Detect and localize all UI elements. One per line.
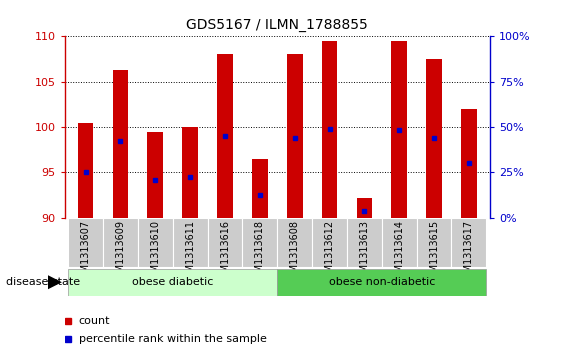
Text: obese non-diabetic: obese non-diabetic xyxy=(329,277,435,287)
Bar xyxy=(382,218,417,267)
Bar xyxy=(312,218,347,267)
Bar xyxy=(103,218,138,267)
Bar xyxy=(356,198,372,218)
Bar xyxy=(173,218,208,267)
Text: percentile rank within the sample: percentile rank within the sample xyxy=(79,334,267,344)
Bar xyxy=(217,54,233,218)
Text: disease state: disease state xyxy=(6,277,80,287)
Bar xyxy=(287,54,302,218)
Text: GSM1313613: GSM1313613 xyxy=(359,220,369,285)
Bar xyxy=(347,218,382,267)
Bar xyxy=(208,218,243,267)
Bar xyxy=(452,218,486,267)
Bar xyxy=(68,269,278,296)
Text: GSM1313609: GSM1313609 xyxy=(115,220,126,285)
Text: GSM1313611: GSM1313611 xyxy=(185,220,195,285)
Bar xyxy=(252,159,267,218)
Text: GSM1313615: GSM1313615 xyxy=(429,220,439,285)
Bar xyxy=(461,109,477,218)
Bar xyxy=(138,218,173,267)
Bar xyxy=(321,41,337,218)
Bar xyxy=(68,218,103,267)
Title: GDS5167 / ILMN_1788855: GDS5167 / ILMN_1788855 xyxy=(186,19,368,33)
Text: GSM1313614: GSM1313614 xyxy=(394,220,404,285)
Text: GSM1313610: GSM1313610 xyxy=(150,220,160,285)
Text: GSM1313618: GSM1313618 xyxy=(255,220,265,285)
Text: GSM1313607: GSM1313607 xyxy=(81,220,91,285)
Text: GSM1313612: GSM1313612 xyxy=(324,220,334,285)
Bar xyxy=(417,218,452,267)
Bar xyxy=(182,127,198,218)
Bar xyxy=(243,218,278,267)
Polygon shape xyxy=(48,275,62,289)
Text: GSM1313608: GSM1313608 xyxy=(290,220,300,285)
Text: count: count xyxy=(79,316,110,326)
Bar xyxy=(278,269,486,296)
Text: obese diabetic: obese diabetic xyxy=(132,277,213,287)
Bar xyxy=(113,70,128,218)
Text: GSM1313616: GSM1313616 xyxy=(220,220,230,285)
Text: GSM1313617: GSM1313617 xyxy=(464,220,474,285)
Bar xyxy=(78,122,93,218)
Bar xyxy=(278,218,312,267)
Bar xyxy=(391,41,407,218)
Bar xyxy=(148,131,163,218)
Bar xyxy=(426,59,442,218)
